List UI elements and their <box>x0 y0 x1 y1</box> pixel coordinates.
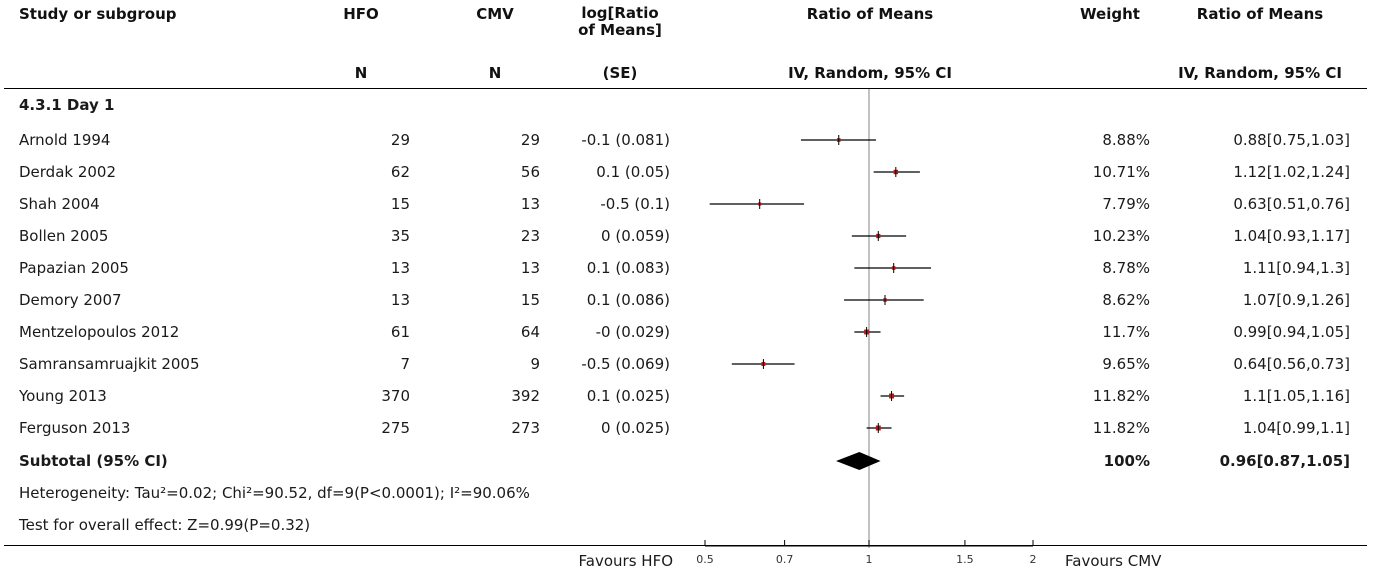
weight: 9.65% <box>1102 355 1150 373</box>
ratio-ci: 0.63[0.51,0.76] <box>1233 195 1350 213</box>
logratio-se: 0.1 (0.025) <box>586 387 670 405</box>
study-name: Demory 2007 <box>19 291 122 309</box>
study-name: Derdak 2002 <box>19 163 117 181</box>
subtotal-weight: 100% <box>1103 452 1150 470</box>
logratio-se: 0.1 (0.086) <box>586 291 670 309</box>
study-name: Bollen 2005 <box>19 227 109 245</box>
weight: 10.23% <box>1092 227 1150 245</box>
weight: 10.71% <box>1092 163 1150 181</box>
hfo-n: 29 <box>390 131 410 149</box>
ratio-ci: 1.04[0.93,1.17] <box>1233 227 1350 245</box>
heterogeneity-note: Heterogeneity: Tau²=0.02; Chi²=90.52, df… <box>19 484 530 502</box>
weight: 8.88% <box>1102 131 1150 149</box>
hfo-n: 13 <box>390 259 410 277</box>
hfo-n: 15 <box>390 195 410 213</box>
logratio-se: -0.5 (0.069) <box>581 355 670 373</box>
logratio-se: 0.1 (0.05) <box>596 163 670 181</box>
header-hfo-n: N <box>354 64 368 82</box>
weight: 11.82% <box>1092 387 1150 405</box>
header-logratio-line2: of Means] <box>578 21 662 39</box>
cmv-n: 15 <box>520 291 540 309</box>
x-tick-label: 1 <box>866 553 873 566</box>
logratio-se: -0.5 (0.1) <box>600 195 670 213</box>
subgroup-title: 4.3.1 Day 1 <box>19 96 115 114</box>
study-name: Young 2013 <box>19 387 107 405</box>
favours-left: Favours HFO <box>578 552 673 570</box>
header-se: (SE) <box>602 64 638 82</box>
weight: 8.62% <box>1102 291 1150 309</box>
favours-right: Favours CMV <box>1065 552 1162 570</box>
header-ci-method-2: IV, Random, 95% CI <box>1178 64 1342 82</box>
cmv-n: 392 <box>511 387 540 405</box>
header-hfo: HFO <box>343 5 379 23</box>
cmv-n: 64 <box>520 323 540 341</box>
header-rule <box>4 88 1367 89</box>
cmv-n: 23 <box>520 227 540 245</box>
header-logratio: log[Ratio of Means] <box>565 5 675 39</box>
weight: 7.79% <box>1102 195 1150 213</box>
header-ratio-means-2: Ratio of Means <box>1196 5 1324 23</box>
x-tick-label: 0.5 <box>696 553 714 566</box>
study-name: Papazian 2005 <box>19 259 129 277</box>
ratio-ci: 0.64[0.56,0.73] <box>1233 355 1350 373</box>
header-logratio-line1: log[Ratio <box>581 4 659 22</box>
hfo-n: 13 <box>390 291 410 309</box>
hfo-n: 35 <box>390 227 410 245</box>
hfo-n: 62 <box>390 163 410 181</box>
bottom-rule <box>4 545 1367 546</box>
hfo-n: 275 <box>381 419 410 437</box>
ratio-ci: 1.07[0.9,1.26] <box>1242 291 1350 309</box>
overall-effect-note: Test for overall effect: Z=0.99(P=0.32) <box>19 516 311 534</box>
cmv-n: 29 <box>520 131 540 149</box>
weight: 11.82% <box>1092 419 1150 437</box>
logratio-se: -0 (0.029) <box>595 323 670 341</box>
ratio-ci: 1.04[0.99,1.1] <box>1242 419 1350 437</box>
header-cmv-n: N <box>488 64 502 82</box>
study-name: Ferguson 2013 <box>19 419 131 437</box>
ratio-ci: 1.12[1.02,1.24] <box>1233 163 1350 181</box>
x-tick-label: 2 <box>1030 553 1037 566</box>
cmv-n: 13 <box>520 259 540 277</box>
subtotal-ci: 0.96[0.87,1.05] <box>1219 452 1350 470</box>
summary-diamond <box>836 452 881 470</box>
logratio-se: 0 (0.025) <box>601 419 670 437</box>
logratio-se: 0.1 (0.083) <box>586 259 670 277</box>
header-weight: Weight <box>1080 5 1140 23</box>
subtotal-label: Subtotal (95% CI) <box>19 452 168 470</box>
cmv-n: 9 <box>530 355 540 373</box>
study-name: Mentzelopoulos 2012 <box>19 323 180 341</box>
cmv-n: 273 <box>511 419 540 437</box>
x-tick-label: 0.7 <box>776 553 794 566</box>
header-ci-method: IV, Random, 95% CI <box>788 64 952 82</box>
ratio-ci: 1.11[0.94,1.3] <box>1242 259 1350 277</box>
logratio-se: -0.1 (0.081) <box>581 131 670 149</box>
header-cmv: CMV <box>476 5 514 23</box>
header-study: Study or subgroup <box>19 5 177 23</box>
cmv-n: 13 <box>520 195 540 213</box>
ratio-ci: 0.88[0.75,1.03] <box>1233 131 1350 149</box>
weight: 11.7% <box>1102 323 1150 341</box>
header-ratio-means: Ratio of Means <box>806 5 934 23</box>
hfo-n: 61 <box>390 323 410 341</box>
ratio-ci: 1.1[1.05,1.16] <box>1242 387 1350 405</box>
ratio-ci: 0.99[0.94,1.05] <box>1233 323 1350 341</box>
hfo-n: 7 <box>400 355 410 373</box>
study-name: Shah 2004 <box>19 195 100 213</box>
hfo-n: 370 <box>381 387 410 405</box>
weight: 8.78% <box>1102 259 1150 277</box>
study-name: Samransamruajkit 2005 <box>19 355 200 373</box>
study-name: Arnold 1994 <box>19 131 111 149</box>
x-tick-label: 1.5 <box>956 553 974 566</box>
cmv-n: 56 <box>520 163 540 181</box>
logratio-se: 0 (0.059) <box>601 227 670 245</box>
